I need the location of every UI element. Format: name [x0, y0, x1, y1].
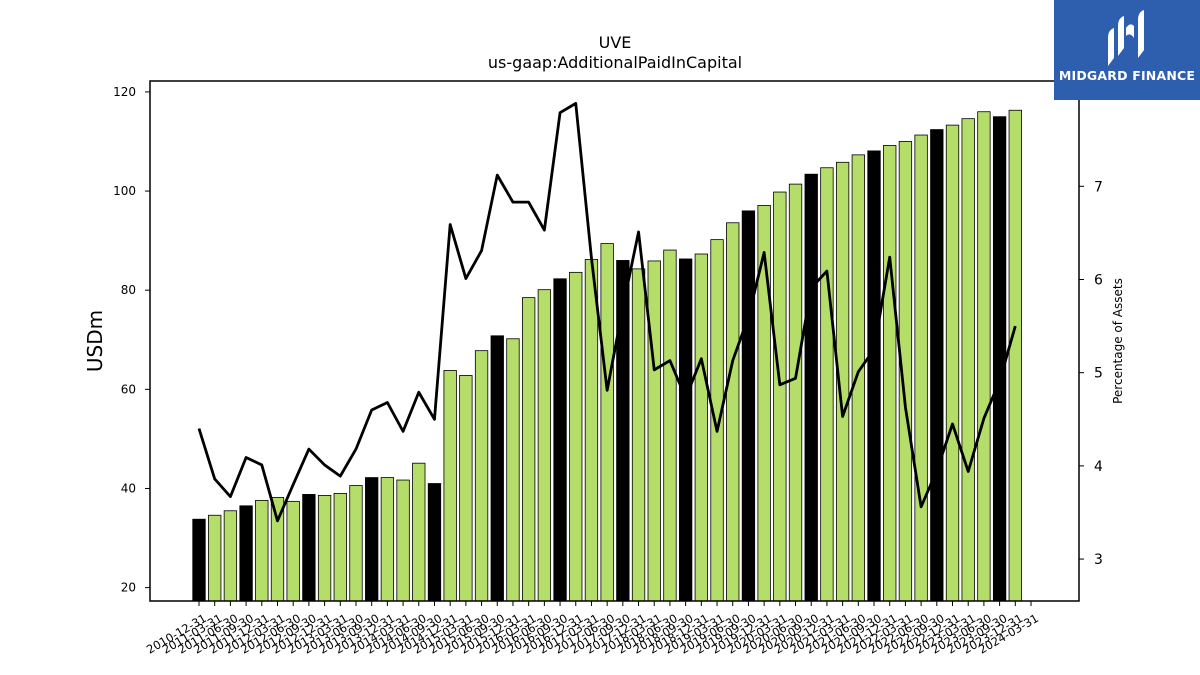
bar [474, 350, 489, 602]
bar [788, 183, 803, 602]
chart-title: UVE [599, 33, 632, 52]
y-axis-label: USDm [83, 310, 107, 372]
bar [396, 479, 410, 602]
bar [930, 129, 944, 602]
y-tick-label: 80 [121, 283, 136, 297]
y-tick-label: 100 [113, 184, 136, 198]
bar [1008, 109, 1022, 602]
brand-name: MIDGARD FINANCE [1058, 68, 1196, 83]
bar [678, 258, 693, 602]
bar [663, 249, 677, 602]
bar [914, 134, 928, 602]
bar [380, 477, 395, 602]
series-line [197, 101, 1017, 523]
bar [961, 118, 975, 602]
y2-tick-label: 5 [1094, 366, 1103, 382]
y-tick-label: 20 [121, 581, 136, 595]
bar [490, 335, 504, 602]
bar [537, 289, 552, 602]
bar [851, 154, 865, 602]
y2-tick-label: 4 [1094, 459, 1103, 475]
y2-tick-label: 7 [1094, 179, 1103, 195]
chart-subtitle: us-gaap:AdditionalPaidInCapital [488, 53, 742, 72]
bar [239, 505, 253, 602]
bar [631, 268, 646, 602]
y-axis-right: 3 4 5 6 7 [1079, 179, 1103, 568]
bar [883, 145, 897, 602]
bar [710, 239, 724, 602]
bar [773, 191, 787, 602]
bar [302, 494, 316, 602]
bar [741, 210, 756, 602]
line-layer [197, 101, 1017, 523]
bar [317, 495, 332, 602]
bar [208, 514, 222, 602]
y-tick-label: 40 [121, 481, 136, 495]
bar [427, 483, 442, 602]
bar [647, 260, 661, 602]
bar [584, 259, 599, 602]
y2-tick-label: 6 [1094, 272, 1103, 288]
bar [992, 116, 1007, 602]
bar [443, 370, 457, 602]
bar [333, 493, 347, 602]
y-tick-label: 60 [121, 382, 136, 396]
y2-tick-label: 3 [1094, 552, 1103, 568]
y-axis-left: 20 40 60 80 100 120 [113, 85, 150, 595]
bar [694, 253, 708, 602]
bar [255, 499, 269, 602]
bar [553, 278, 567, 602]
bar [223, 510, 238, 602]
bar [600, 243, 614, 602]
midgard-logo-icon [1108, 10, 1144, 66]
brand-logo: MIDGARD FINANCE [1054, 0, 1200, 100]
bar [820, 167, 834, 602]
bar [192, 518, 206, 602]
x-axis: 2010-12-312011-03-312011-06-302011-09-30… [144, 601, 1041, 657]
bar [459, 375, 473, 602]
bar [349, 485, 363, 602]
bar [726, 222, 740, 602]
bar [506, 338, 520, 602]
bar [522, 297, 536, 602]
bar [286, 500, 300, 602]
bar [945, 124, 960, 602]
bar [412, 462, 426, 602]
bar [867, 150, 881, 602]
bar-group [192, 109, 1022, 602]
bar [365, 477, 379, 602]
y2-axis-label: Percentage of Assets [1111, 278, 1125, 404]
y-tick-label: 120 [113, 85, 136, 99]
bar [569, 271, 583, 602]
plot-frame [149, 80, 1080, 602]
bar [804, 173, 818, 602]
bar [977, 111, 991, 602]
